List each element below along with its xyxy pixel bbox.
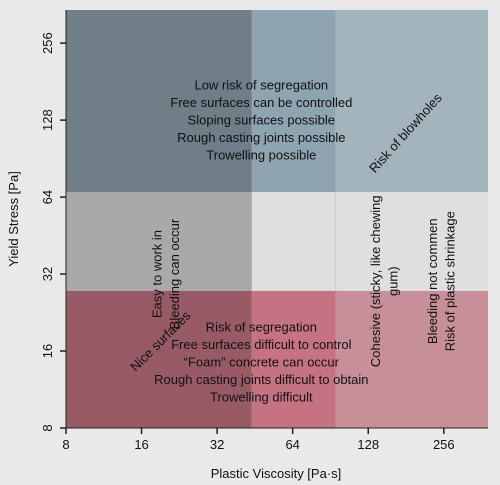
annotation-0-line-4: Trowelling possible	[206, 148, 316, 163]
x-tick-label-3: 64	[285, 437, 299, 452]
x-tick-label-5: 256	[433, 437, 455, 452]
region-2	[335, 10, 488, 192]
annotation-5-line-1: gum)	[385, 266, 400, 296]
y-axis-title: Yield Stress [Pa]	[6, 171, 21, 267]
y-tick-label-2: 32	[40, 267, 55, 281]
x-axis: 8 16 32 64 128 256	[62, 427, 488, 452]
annotation-1-line-3: Rough casting joints difficult to obtain	[154, 372, 368, 387]
annotation-1-line-1: Free surfaces difficult to control	[171, 337, 352, 352]
annotation-1-line-4: Trowelling difficult	[210, 389, 313, 404]
x-tick-label-4: 128	[357, 437, 379, 452]
region-1	[251, 10, 336, 192]
annotation-6-line-1: Risk of plastic shrinkage	[442, 211, 457, 351]
annotation-5: Cohesive (sticky, like chewing gum)	[368, 195, 401, 367]
x-tick-label-1: 16	[134, 437, 148, 452]
x-axis-title: Plastic Viscosity [Pa·s]	[211, 466, 342, 481]
y-tick-label-3: 64	[40, 190, 55, 204]
annotation-6-line-0: Bleeding not commen	[425, 218, 440, 344]
annotation-1-line-2: “Foam” concrete can occur	[184, 354, 340, 369]
annotation-0-line-3: Rough casting joints possible	[177, 130, 345, 145]
region-6	[335, 290, 488, 428]
y-tick-label-1: 16	[40, 344, 55, 358]
annotations-group: Low risk of segregation Free surfaces can…	[127, 78, 457, 405]
annotation-0-line-1: Free surfaces can be controlled	[170, 95, 352, 110]
y-tick-label-4: 128	[40, 109, 55, 131]
region-3	[66, 191, 252, 291]
annotation-2-line-1: Bleeding can occur	[167, 218, 182, 329]
annotation-2: Easy to work in Bleeding can occur	[150, 218, 183, 329]
annotation-1: Risk of segregation Free surfaces difficu…	[154, 319, 368, 404]
regions-group	[66, 10, 488, 428]
annotation-5-line-0: Cohesive (sticky, like chewing	[368, 195, 383, 367]
x-tick-label-0: 8	[62, 437, 69, 452]
region-0	[66, 10, 252, 192]
x-tick-label-2: 32	[210, 437, 224, 452]
annotation-6: Bleeding not commen Risk of plastic shrin…	[425, 211, 458, 351]
region-5	[251, 290, 336, 428]
annotation-1-line-0: Risk of segregation	[206, 319, 317, 334]
region-4	[66, 290, 252, 428]
y-tick-label-0: 8	[40, 424, 55, 431]
y-tick-label-5: 256	[40, 32, 55, 54]
annotation-0-line-2: Sloping surfaces possible	[188, 113, 335, 128]
annotation-0-line-0: Low risk of segregation	[194, 78, 328, 93]
annotation-2-line-0: Easy to work in	[150, 230, 165, 318]
y-axis: 8 16 32 64 128 256	[40, 10, 67, 432]
annotation-0: Low risk of segregation Free surfaces can…	[170, 78, 352, 163]
